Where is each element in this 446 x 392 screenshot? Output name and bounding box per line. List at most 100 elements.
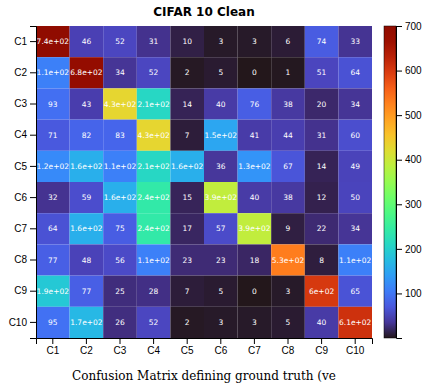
cell-label: 4.3e+02	[104, 100, 137, 109]
cell-label: 56	[115, 256, 125, 265]
cell	[36, 213, 70, 244]
cell-label: 2.1e+02	[137, 100, 170, 109]
cell-label: 64	[48, 224, 58, 233]
cell	[238, 26, 272, 57]
cell	[271, 213, 305, 244]
cell-label: 46	[82, 37, 92, 46]
tick-label: C10	[346, 345, 365, 356]
tick-label: 700	[405, 21, 422, 32]
cell-label: 2	[185, 318, 190, 327]
tick-mark	[396, 249, 402, 250]
tick-mark	[396, 26, 402, 27]
tick-mark	[30, 228, 36, 229]
cell	[103, 244, 137, 275]
cell-label: 3	[218, 37, 223, 46]
cell	[170, 120, 204, 151]
cell	[271, 120, 305, 151]
cell-label: 3	[252, 318, 257, 327]
cell-label: 12	[317, 193, 327, 202]
tick-mark	[30, 135, 36, 136]
cell	[271, 88, 305, 119]
cell	[271, 244, 305, 275]
cell	[338, 244, 372, 275]
cell-label: 23	[182, 256, 192, 265]
cell	[170, 57, 204, 88]
cell-label: 6e+02	[309, 287, 334, 296]
cell	[305, 57, 339, 88]
cell	[137, 182, 171, 213]
cell	[271, 26, 305, 57]
tick-label: C6	[14, 192, 27, 203]
cell	[204, 182, 238, 213]
tick-label: C9	[14, 285, 27, 296]
tick-label: 300	[405, 199, 422, 210]
cell-label: 3	[252, 37, 257, 46]
cell	[70, 307, 104, 338]
cell-label: 20	[317, 100, 327, 109]
cell	[271, 151, 305, 182]
cell-label: 26	[115, 318, 125, 327]
cell-label: 40	[250, 193, 260, 202]
cell	[70, 276, 104, 307]
cell	[204, 213, 238, 244]
cell-label: 25	[115, 287, 125, 296]
cell-label: 1	[286, 68, 291, 77]
cell	[305, 213, 339, 244]
cell	[338, 151, 372, 182]
cell	[170, 26, 204, 57]
cell-label: 1.6e+02	[70, 162, 103, 171]
cell-label: 32	[48, 193, 58, 202]
cell	[170, 213, 204, 244]
cell-label: 65	[350, 287, 360, 296]
cell	[103, 182, 137, 213]
cell	[170, 88, 204, 119]
tick: C6	[14, 192, 36, 203]
caption: Confusion Matrix defining ground truth (…	[72, 369, 336, 383]
cell-label: 64	[350, 68, 360, 77]
cell	[204, 276, 238, 307]
cell-label: 95	[48, 318, 58, 327]
axis-domain	[30, 27, 37, 339]
cell-label: 48	[82, 256, 92, 265]
cell	[137, 244, 171, 275]
cell-label: 7	[185, 287, 190, 296]
cell-label: 67	[283, 162, 293, 171]
tick: C8	[282, 338, 295, 356]
tick: C8	[14, 254, 36, 265]
plot: 7.4e+024652311033674331.1e+026.8e+023452…	[9, 21, 422, 356]
cell-label: 5	[218, 68, 223, 77]
cell-label: 50	[350, 193, 360, 202]
cell	[271, 307, 305, 338]
cell	[305, 276, 339, 307]
cell-label: 8	[319, 256, 324, 265]
tick: C5	[181, 338, 194, 356]
tick: C4	[147, 338, 160, 356]
cell	[305, 120, 339, 151]
tick-mark	[30, 322, 36, 323]
tick-mark	[86, 338, 87, 344]
cell	[338, 276, 372, 307]
cell	[238, 120, 272, 151]
cell	[70, 88, 104, 119]
cells	[36, 26, 372, 338]
tick-label: C9	[315, 345, 328, 356]
cell-label: 75	[115, 224, 125, 233]
tick: C6	[214, 338, 227, 356]
cell-label: 36	[216, 162, 226, 171]
cell	[338, 213, 372, 244]
cell-label: 31	[317, 131, 327, 140]
tick: C10	[9, 317, 36, 328]
cell	[70, 213, 104, 244]
tick: 200	[396, 244, 422, 255]
cell	[36, 276, 70, 307]
cell-label: 41	[250, 131, 260, 140]
cell	[70, 182, 104, 213]
cell	[238, 57, 272, 88]
cell-label: 17	[182, 224, 192, 233]
tick: 400	[396, 154, 422, 165]
cell	[137, 26, 171, 57]
cell-label: 34	[350, 100, 360, 109]
cell-label: 59	[82, 193, 92, 202]
cell	[338, 26, 372, 57]
tick-mark	[288, 338, 289, 344]
